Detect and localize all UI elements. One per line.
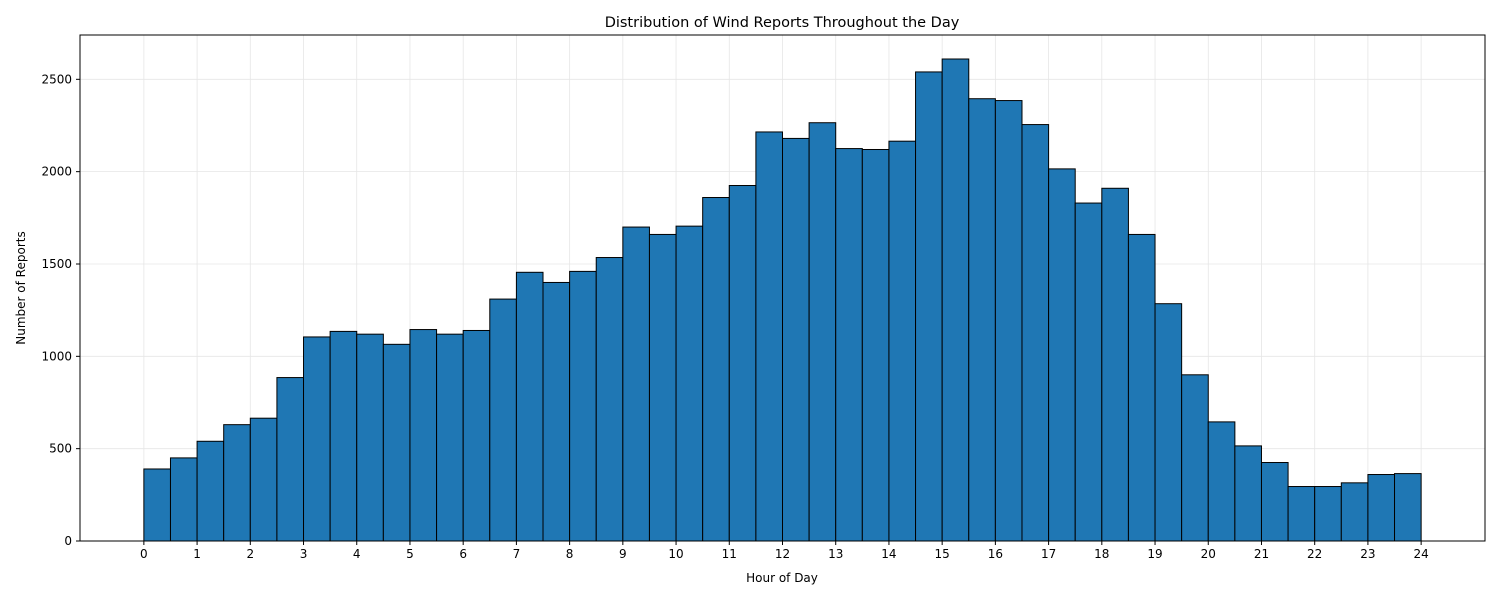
- x-tick-label: 18: [1094, 547, 1109, 561]
- y-axis: 0 500 1000 1500 2000 2500: [41, 72, 80, 548]
- histogram-bar: [595, 257, 624, 542]
- histogram-bar: [994, 100, 1023, 542]
- y-tick-label: 1500: [41, 257, 72, 271]
- x-tick-label: 20: [1201, 547, 1216, 561]
- y-tick-label: 1000: [41, 349, 72, 363]
- histogram-bar: [382, 343, 411, 542]
- histogram-bar: [702, 197, 730, 542]
- histogram-bar: [675, 225, 704, 542]
- chart-title: Distribution of Wind Reports Throughout …: [605, 15, 960, 31]
- x-tick-label: 22: [1307, 547, 1322, 561]
- histogram-bar: [915, 71, 943, 542]
- histogram-bar: [1154, 303, 1183, 542]
- histogram-bar: [489, 298, 517, 542]
- x-tick-label: 7: [513, 547, 521, 561]
- y-tick-label: 0: [64, 534, 72, 548]
- histogram-bar: [755, 131, 783, 542]
- x-tick-label: 3: [300, 547, 308, 561]
- histogram-bar: [329, 330, 358, 542]
- histogram-bar: [1287, 486, 1316, 542]
- x-tick-label: 11: [722, 547, 737, 561]
- histogram-bar: [1234, 445, 1262, 542]
- histogram-bar: [648, 233, 677, 542]
- histogram-bar: [276, 377, 305, 542]
- histogram-bar: [1260, 462, 1289, 542]
- y-tick-label: 500: [49, 442, 72, 456]
- histogram-bar: [1181, 374, 1209, 542]
- y-tick-label: 2500: [41, 72, 72, 86]
- x-tick-label: 1: [193, 547, 201, 561]
- histogram-bar: [249, 417, 278, 542]
- x-tick-label: 24: [1413, 547, 1428, 561]
- histogram-bar: [436, 333, 464, 542]
- y-axis-title: Number of Reports: [14, 231, 28, 344]
- x-tick-label: 17: [1041, 547, 1056, 561]
- histogram-bar: [1074, 202, 1103, 542]
- y-tick-label: 2000: [41, 165, 72, 179]
- bars: [143, 58, 1422, 542]
- histogram-bar: [143, 468, 171, 542]
- histogram-bar: [1021, 124, 1050, 542]
- histogram-bar: [462, 329, 491, 542]
- x-tick-label: 19: [1147, 547, 1162, 561]
- histogram-bar: [1394, 473, 1422, 542]
- histogram-bar: [1101, 187, 1129, 542]
- histogram-bar: [808, 122, 837, 542]
- x-tick-label: 12: [775, 547, 790, 561]
- x-tick-label: 2: [246, 547, 254, 561]
- x-tick-label: 5: [406, 547, 414, 561]
- histogram-bar: [1048, 168, 1076, 542]
- histogram-bar: [782, 137, 810, 542]
- histogram-bar: [303, 336, 331, 542]
- x-axis-title: Hour of Day: [746, 571, 818, 585]
- histogram-bar: [1340, 482, 1369, 542]
- histogram-bar: [196, 440, 225, 542]
- histogram-bar: [888, 140, 917, 542]
- histogram-bar: [622, 226, 650, 542]
- x-axis: 0 1 2 3 4 5 6 7 8 9 10 11 12 13 14 15 16 17 18 19 20 21 22 23 24: [140, 541, 1429, 561]
- histogram-bar: [728, 185, 757, 542]
- x-tick-label: 6: [459, 547, 467, 561]
- x-tick-label: 4: [353, 547, 361, 561]
- histogram-bar: [515, 271, 544, 542]
- histogram-bar: [1367, 474, 1396, 542]
- x-tick-label: 9: [619, 547, 627, 561]
- x-tick-label: 0: [140, 547, 148, 561]
- histogram-bar: [941, 58, 970, 542]
- histogram-bar: [409, 329, 438, 542]
- histogram-bar: [169, 457, 198, 542]
- histogram-bar: [356, 333, 384, 542]
- histogram-bar: [542, 281, 571, 542]
- x-tick-label: 10: [668, 547, 683, 561]
- x-tick-label: 16: [988, 547, 1003, 561]
- histogram-bar: [835, 148, 863, 542]
- x-tick-label: 15: [935, 547, 950, 561]
- histogram-bar: [861, 148, 890, 542]
- x-tick-label: 21: [1254, 547, 1269, 561]
- histogram-bar: [569, 270, 597, 542]
- x-tick-label: 8: [566, 547, 574, 561]
- x-tick-label: 23: [1360, 547, 1375, 561]
- histogram-bar: [1207, 421, 1236, 542]
- x-tick-label: 13: [828, 547, 843, 561]
- x-tick-label: 14: [881, 547, 896, 561]
- histogram-bar: [223, 424, 251, 542]
- histogram-bar: [1314, 486, 1342, 542]
- histogram-bar: [968, 98, 996, 542]
- histogram-bar: [1127, 233, 1156, 542]
